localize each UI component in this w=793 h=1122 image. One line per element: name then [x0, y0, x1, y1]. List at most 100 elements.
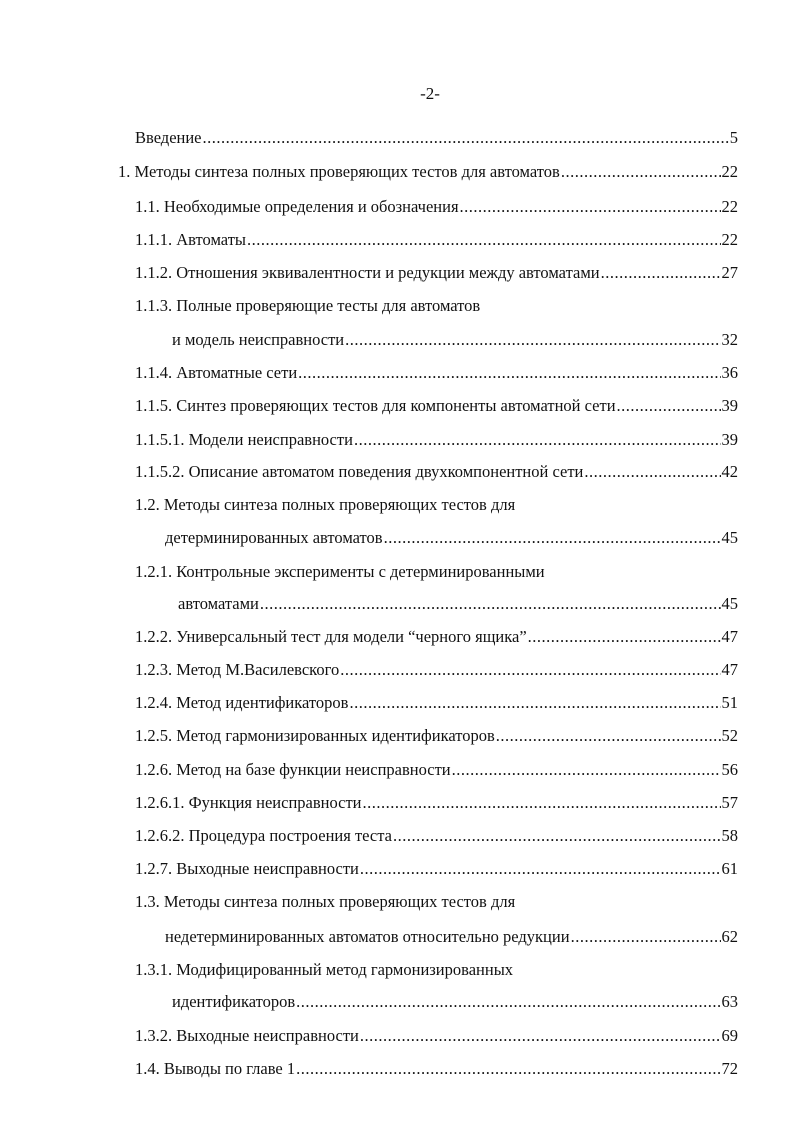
toc-entry-title: 1.2.6.2. Процедура построения теста — [135, 826, 392, 845]
toc-entry-page: 22 — [721, 230, 739, 249]
toc-entry-title: 1.2.2. Универсальный тест для модели “че… — [135, 627, 527, 646]
toc-entry-page: 63 — [721, 992, 739, 1011]
dot-leader — [601, 263, 721, 283]
toc-entry-title: 1.1.4. Автоматные сети — [135, 363, 298, 382]
dot-leader — [528, 627, 721, 647]
dot-leader — [363, 793, 721, 813]
toc-entry-title: 1.2.1. Контрольные эксперименты с детерм… — [135, 562, 545, 581]
toc-entry-title: 1.3. Методы синтеза полных проверяющих т… — [135, 892, 516, 911]
toc-entry-title: 1.1.3. Полные проверяющие тесты для авто… — [135, 296, 481, 315]
toc-entry: 1.1.2. Отношения эквивалентности и редук… — [135, 263, 738, 285]
dot-leader — [393, 826, 721, 846]
toc-entry: 1.2.7. Выходные неисправности 61 — [135, 859, 738, 881]
toc-entry-page: 69 — [721, 1026, 739, 1045]
toc-entry-page: 47 — [721, 660, 739, 679]
toc-entry-page: 39 — [721, 430, 739, 449]
toc-entry-title: 1.2.3. Метод М.Василевского — [135, 660, 340, 679]
dot-leader — [360, 1026, 721, 1046]
toc-entry: 1.2.6.1. Функция неисправности 57 — [135, 793, 738, 815]
toc-entry: и модель неисправности 32 — [172, 330, 738, 352]
toc-entry-page: 22 — [721, 162, 739, 181]
toc-entry-title: 1.1.2. Отношения эквивалентности и редук… — [135, 263, 600, 282]
toc-entry-title: 1.2.7. Выходные неисправности — [135, 859, 359, 878]
toc-entry-page: 72 — [721, 1059, 739, 1078]
toc-entry-page: 27 — [721, 263, 739, 282]
toc-entry: 1.2.6. Метод на базе функции неисправнос… — [135, 760, 738, 782]
dot-leader — [460, 197, 721, 217]
toc-entry-title: Введение — [135, 128, 202, 147]
dot-leader — [260, 594, 721, 614]
dot-leader — [349, 693, 720, 713]
toc-entry-title: 1.1.1. Автоматы — [135, 230, 246, 249]
toc-entry-page: 52 — [721, 726, 739, 745]
toc-entry-title: 1.1.5. Синтез проверяющих тестов для ком… — [135, 396, 616, 415]
toc-entry: автоматами 45 — [178, 594, 738, 616]
toc-entry: 1.1.5. Синтез проверяющих тестов для ком… — [135, 396, 738, 418]
toc-entry: 1.1.4. Автоматные сети 36 — [135, 363, 738, 385]
dot-leader — [296, 1059, 720, 1079]
toc-entry: 1.2.4. Метод идентификаторов 51 — [135, 693, 738, 715]
dot-leader — [203, 128, 729, 148]
toc-entry: 1.2.6.2. Процедура построения теста 58 — [135, 826, 738, 848]
dot-leader — [360, 859, 721, 879]
toc-entry-title: 1.1. Необходимые определения и обозначен… — [135, 197, 459, 216]
toc-entry: 1.1.5.2. Описание автоматом поведения дв… — [135, 462, 738, 484]
dot-leader — [340, 660, 720, 680]
toc-entry: детерминированных автоматов 45 — [165, 528, 738, 550]
toc-entry: Введение 5 — [135, 128, 738, 150]
toc-entry-title: 1.1.5.2. Описание автоматом поведения дв… — [135, 462, 584, 481]
toc-entry-title: 1.1.5.1. Модели неисправности — [135, 430, 353, 449]
toc-entry-page: 42 — [721, 462, 739, 481]
toc-entry-title: детерминированных автоматов — [165, 528, 383, 547]
toc-entry-page: 61 — [721, 859, 739, 878]
toc-entry-title: 1. Методы синтеза полных проверяющих тес… — [118, 162, 560, 181]
toc-entry-title: и модель неисправности — [172, 330, 345, 349]
dot-leader — [345, 330, 720, 350]
dot-leader — [384, 528, 721, 548]
toc-entry: 1.2.3. Метод М.Василевского 47 — [135, 660, 738, 682]
toc-entry-title: 1.2.6. Метод на базе функции неисправнос… — [135, 760, 451, 779]
toc-entry-title: 1.2.5. Метод гармонизированных идентифик… — [135, 726, 495, 745]
toc-entry-title: 1.2.6.1. Функция неисправности — [135, 793, 362, 812]
toc-entry: недетерминированных автоматов относитель… — [165, 927, 738, 949]
dot-leader — [571, 927, 721, 947]
dot-leader — [496, 726, 721, 746]
toc-entry: 1.1.1. Автоматы 22 — [135, 230, 738, 252]
toc-entry-page: 56 — [721, 760, 739, 779]
toc-entry-title: 1.2. Методы синтеза полных проверяющих т… — [135, 495, 516, 514]
toc-entry-page: 57 — [721, 793, 739, 812]
dot-leader — [298, 363, 720, 383]
toc-entry-title: автоматами — [178, 594, 259, 613]
toc-entry-title: 1.3.1. Модифицированный метод гармонизир… — [135, 960, 514, 979]
toc-entry: 1.1.5.1. Модели неисправности 39 — [135, 430, 738, 452]
toc-entry-page: 5 — [729, 128, 738, 147]
toc-entry: 1. Методы синтеза полных проверяющих тес… — [118, 162, 738, 184]
toc-entry-page: 62 — [721, 927, 739, 946]
toc-entry-page: 51 — [721, 693, 739, 712]
toc-entry-title: 1.2.4. Метод идентификаторов — [135, 693, 349, 712]
toc-entry: 1.3.2. Выходные неисправности 69 — [135, 1026, 738, 1048]
toc-entry-page: 22 — [721, 197, 739, 216]
dot-leader — [354, 430, 721, 450]
toc-entry-title: 1.4. Выводы по главе 1 — [135, 1059, 296, 1078]
dot-leader — [617, 396, 721, 416]
toc-entry-page: 47 — [721, 627, 739, 646]
toc-entry-page: 58 — [721, 826, 739, 845]
dot-leader — [296, 992, 720, 1012]
toc-entry-page: 39 — [721, 396, 739, 415]
dot-leader — [561, 162, 721, 182]
toc-entry: идентификаторов 63 — [172, 992, 738, 1014]
page-number: -2- — [420, 84, 440, 103]
toc-entry: 1.1. Необходимые определения и обозначен… — [135, 197, 738, 219]
toc-entry-page: 36 — [721, 363, 739, 382]
toc-entry-page: 45 — [721, 528, 739, 547]
toc-entry: 1.4. Выводы по главе 1 72 — [135, 1059, 738, 1081]
dot-leader — [452, 760, 721, 780]
toc-entry: 1.2.2. Универсальный тест для модели “че… — [135, 627, 738, 649]
dot-leader — [247, 230, 721, 250]
toc-entry-title: идентификаторов — [172, 992, 296, 1011]
toc-entry-page: 32 — [721, 330, 739, 349]
toc-entry-title: недетерминированных автоматов относитель… — [165, 927, 570, 946]
toc-entry-title: 1.3.2. Выходные неисправности — [135, 1026, 359, 1045]
dot-leader — [584, 462, 720, 482]
